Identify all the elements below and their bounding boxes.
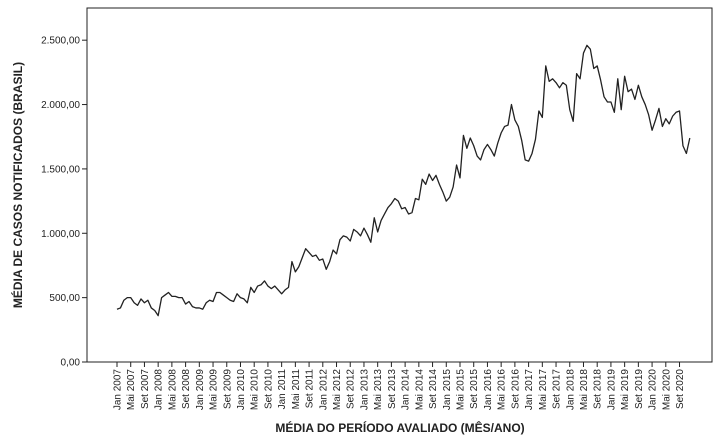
x-tick-label: Jan 2010 — [236, 369, 247, 411]
x-tick-label: Set 2007 — [140, 369, 151, 409]
x-tick-label: Jan 2007 — [113, 369, 124, 411]
x-tick-label: Jan 2011 — [277, 369, 288, 410]
y-tick-label: 1.000,00 — [41, 229, 80, 240]
x-tick-label: Set 2019 — [634, 369, 645, 409]
x-tick-label: Mai 2017 — [538, 369, 549, 411]
x-tick-label: Set 2011 — [305, 369, 316, 409]
x-tick-label: Jan 2017 — [524, 369, 535, 411]
x-tick-label: Jan 2016 — [483, 369, 494, 411]
x-tick-label: Set 2013 — [387, 369, 398, 409]
x-tick-label: Mai 2011 — [291, 369, 302, 410]
x-axis-title: MÉDIA DO PERÍODO AVALIADO (MÊS/ANO) — [275, 420, 524, 435]
x-tick-label: Mai 2016 — [497, 369, 508, 411]
x-tick-label: Set 2010 — [263, 369, 274, 409]
x-tick-label: Mai 2012 — [332, 369, 343, 411]
x-tick-label: Set 2014 — [428, 369, 439, 409]
x-tick-label: Jan 2008 — [154, 369, 165, 411]
x-tick-label: Set 2009 — [222, 369, 233, 409]
x-tick-label: Mai 2013 — [373, 369, 384, 411]
x-tick-label: Mai 2018 — [579, 369, 590, 411]
y-tick-label: 2.000,00 — [41, 100, 80, 111]
x-tick-label: Set 2018 — [593, 369, 604, 409]
x-tick-label: Set 2008 — [181, 369, 192, 409]
x-tick-label: Jan 2018 — [565, 369, 576, 411]
plot-frame — [86, 7, 713, 363]
x-tick-label: Mai 2007 — [126, 369, 137, 411]
x-tick-label: Set 2012 — [346, 369, 357, 409]
x-tick-label: Set 2015 — [469, 369, 480, 409]
x-tick-label: Jan 2012 — [318, 369, 329, 411]
x-tick-label: Jan 2020 — [648, 369, 659, 411]
x-tick-label: Mai 2009 — [209, 369, 220, 411]
y-tick-label: 1.500,00 — [41, 164, 80, 175]
x-tick-label: Mai 2014 — [414, 369, 425, 411]
x-tick-label: Mai 2015 — [456, 369, 467, 411]
x-tick-label: Mai 2008 — [167, 369, 178, 411]
y-tick-label: 500,00 — [49, 293, 80, 304]
x-tick-label: Jan 2019 — [606, 369, 617, 411]
x-tick-label: Jan 2009 — [195, 369, 206, 411]
x-tick-label: Mai 2019 — [620, 369, 631, 411]
y-tick-label: 2.500,00 — [41, 36, 80, 47]
y-axis-title: MÉDIA DE CASOS NOTIFICADOS (BRASIL) — [10, 62, 25, 308]
x-tick-label: Jan 2013 — [359, 369, 370, 411]
x-tick-label: Set 2017 — [552, 369, 563, 409]
data-line — [116, 44, 691, 317]
y-tick-label: 0,00 — [61, 358, 81, 369]
x-tick-label: Mai 2020 — [661, 369, 672, 411]
x-tick-label: Set 2020 — [675, 369, 686, 409]
x-tick-label: Jan 2015 — [442, 369, 453, 411]
x-tick-label: Mai 2010 — [250, 369, 261, 411]
x-tick-label: Set 2016 — [510, 369, 521, 409]
x-tick-label: Jan 2014 — [401, 369, 412, 411]
